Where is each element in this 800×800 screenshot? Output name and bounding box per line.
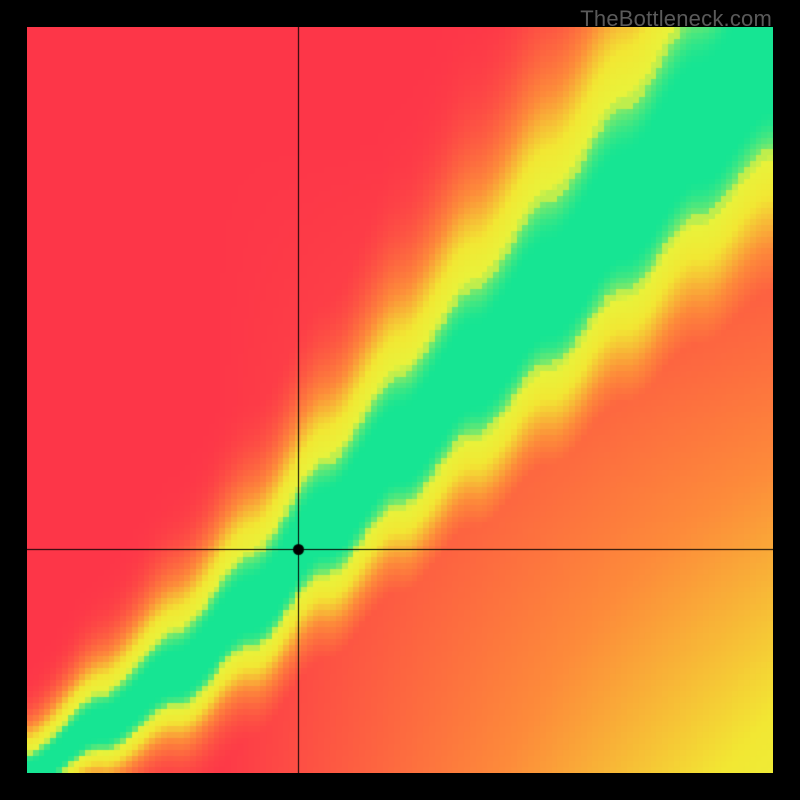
chart-frame: TheBottleneck.com	[0, 0, 800, 800]
watermark-text: TheBottleneck.com	[580, 6, 772, 32]
bottleneck-heatmap	[27, 27, 773, 773]
